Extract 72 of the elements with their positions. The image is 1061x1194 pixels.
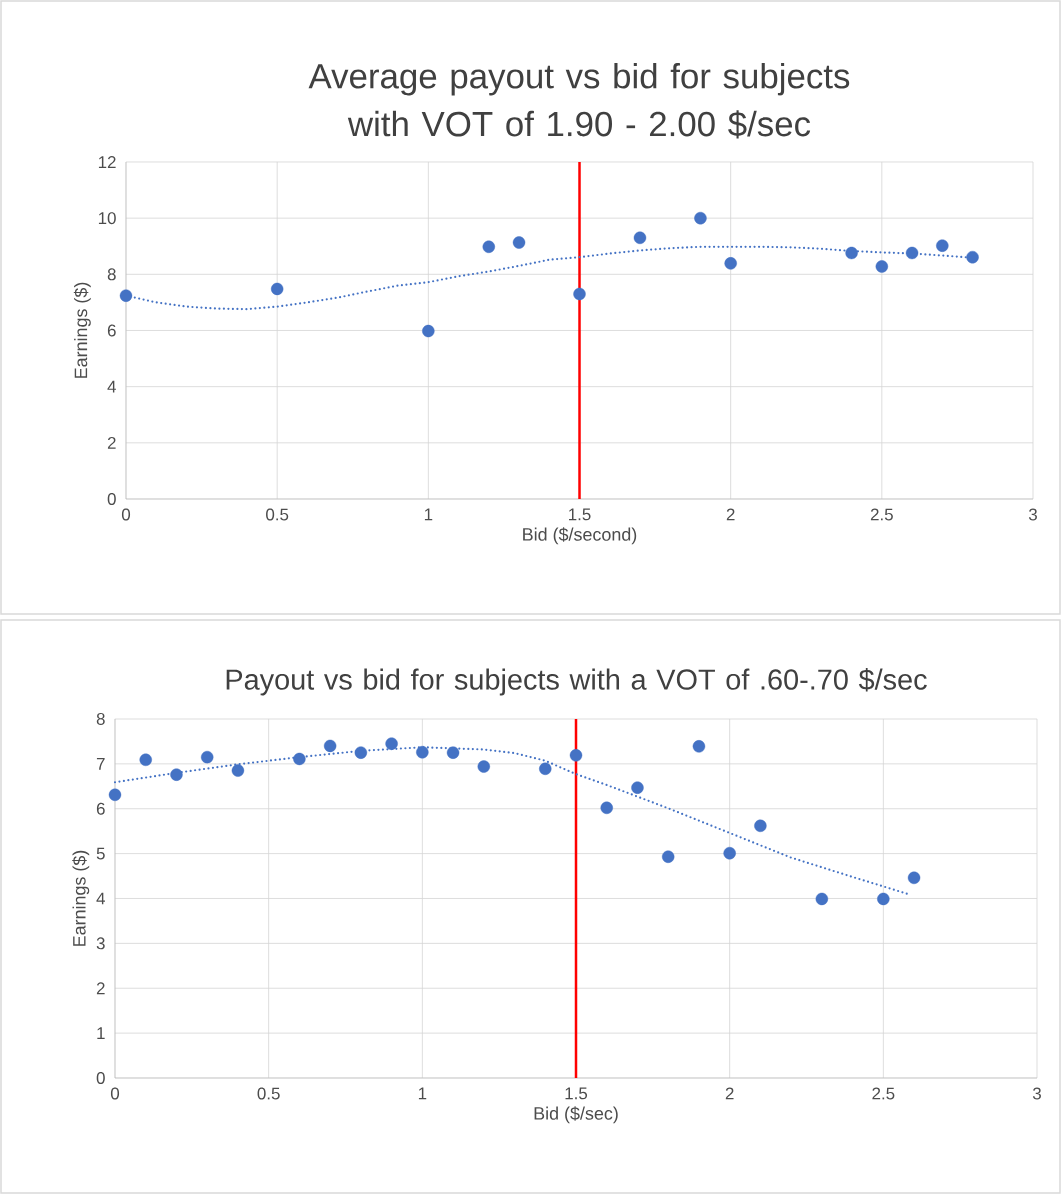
point — [600, 801, 613, 815]
y-axis-title: Earnings ($) — [73, 282, 91, 378]
point — [108, 788, 122, 802]
point — [119, 289, 133, 302]
y-tick-label: 4 — [96, 892, 105, 905]
point — [569, 749, 583, 762]
x-axis-title: Bid ($/sec) — [534, 1106, 618, 1124]
point — [422, 324, 435, 338]
y-tick-label: 0 — [96, 1071, 105, 1084]
point — [270, 282, 284, 296]
x-tick-label: 1 — [418, 1087, 427, 1100]
x-tick-label: 2.5 — [872, 1087, 895, 1100]
point — [512, 236, 526, 249]
point — [875, 260, 889, 273]
point — [201, 750, 214, 764]
y-tick-label: 2 — [107, 436, 116, 449]
x-tick-label: 0.5 — [257, 1087, 280, 1100]
point — [385, 737, 398, 750]
point — [416, 746, 429, 759]
x-tick-label: 0 — [121, 508, 131, 521]
point — [539, 762, 552, 775]
point — [446, 746, 460, 759]
point — [815, 892, 829, 906]
y-tick-label: 0 — [107, 492, 116, 505]
point — [633, 231, 647, 245]
y-tick-label: 10 — [98, 212, 116, 225]
y-tick-label: 3 — [96, 937, 105, 950]
y-tick-label: 8 — [107, 268, 116, 281]
x-tick-label: 2.5 — [870, 508, 893, 521]
x-tick-label: 1.5 — [569, 508, 591, 521]
y-tick-label: 4 — [107, 380, 116, 393]
x-axis-title: Bid ($/second) — [523, 527, 637, 545]
point — [323, 739, 337, 753]
y-tick-label: 8 — [96, 713, 105, 725]
y-tick-label: 7 — [96, 758, 105, 770]
y-tick-label: 6 — [107, 324, 116, 337]
x-tick-label: 2 — [725, 1087, 734, 1100]
point — [845, 246, 858, 260]
y-axis-title: Earnings ($) — [72, 850, 90, 946]
x-tick-label: 3 — [1028, 508, 1037, 521]
point — [139, 753, 152, 767]
y-tick-label: 2 — [96, 982, 105, 995]
x-tick-label: 2 — [726, 508, 735, 521]
x-tick-label: 3 — [1032, 1087, 1041, 1100]
x-tick-label: 1 — [424, 508, 433, 521]
point — [293, 752, 306, 766]
point — [573, 287, 586, 301]
point — [966, 250, 979, 264]
point — [905, 246, 919, 260]
point — [170, 768, 183, 781]
point — [231, 764, 245, 777]
point — [692, 740, 706, 753]
y-tick-label: 12 — [98, 156, 116, 168]
chart-title: Payout vs bid for subjects with a VOT of .60-.70 $/sec — [226, 668, 927, 696]
point — [754, 819, 767, 832]
x-tick-label: 0.5 — [266, 508, 289, 521]
y-tick-label: 5 — [96, 847, 105, 860]
point — [723, 846, 736, 860]
point — [354, 746, 368, 759]
point — [477, 760, 490, 773]
point — [907, 871, 921, 885]
y-tick-label: 1 — [97, 1027, 105, 1039]
point — [631, 781, 644, 794]
point — [877, 892, 890, 906]
point — [724, 257, 737, 270]
point — [482, 240, 495, 253]
point — [936, 239, 949, 252]
point — [662, 850, 675, 863]
x-tick-label: 1.5 — [565, 1087, 588, 1100]
point — [694, 211, 707, 225]
y-tick-label: 6 — [96, 802, 105, 815]
chart-title: Average payout vs bid for subjects with VOT of 1.90 - 2.00 $/sec — [308, 62, 850, 139]
